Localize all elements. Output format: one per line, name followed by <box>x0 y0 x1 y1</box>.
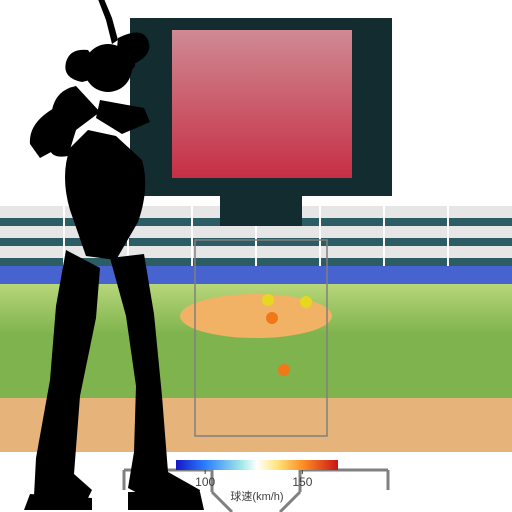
pitch-marker <box>278 364 290 376</box>
scoreboard-screen <box>172 30 352 178</box>
legend-bar <box>176 460 338 470</box>
pitch-marker <box>300 296 312 308</box>
pitch-marker <box>262 294 274 306</box>
legend-tick-label: 150 <box>292 475 312 489</box>
legend-label: 球速(km/h) <box>230 489 283 503</box>
pitch-marker <box>266 312 278 324</box>
legend-tick-label: 100 <box>195 475 215 489</box>
pitch-location-chart: 100 150 球速(km/h) <box>0 0 512 512</box>
scoreboard-stand <box>220 196 302 226</box>
